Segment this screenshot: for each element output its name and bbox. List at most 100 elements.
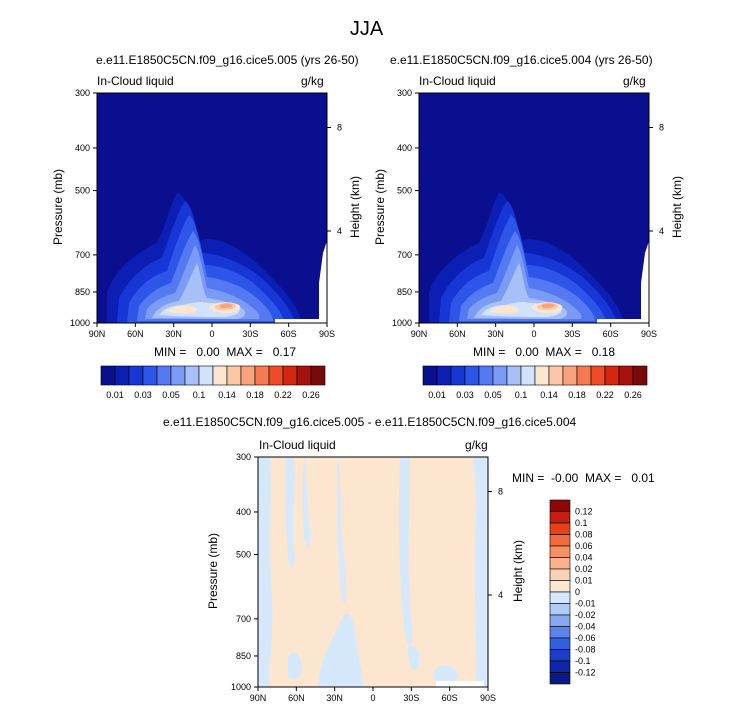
colorbar-label: 0.18 — [568, 390, 586, 400]
panel-diff-variable-label: In-Cloud liquid — [259, 438, 336, 452]
contour-level-7 — [167, 305, 197, 314]
panel-004-xtick-label: 30S — [564, 329, 580, 339]
colorbar-box — [422, 365, 438, 386]
colorbar-label: 0.12 — [575, 507, 593, 517]
colorbar-label: 0.1 — [575, 518, 588, 528]
colorbar-box — [226, 365, 242, 386]
colorbar-box — [142, 365, 158, 386]
panel-diff-ytick-label: 500 — [236, 550, 251, 560]
colorbar-panel-004: 0.01 0.03 0.05 0.1 0.14 0.18 0.22 0.26 — [422, 365, 648, 400]
panel-004-xtick-label: 60N — [449, 329, 466, 339]
diff-negative-region-9 — [434, 665, 458, 683]
panel-diff-units-label: g/kg — [465, 438, 488, 452]
colorbar-box — [450, 365, 466, 386]
colorbar-box — [549, 511, 571, 524]
panel-004-variable-label: In-Cloud liquid — [419, 74, 496, 88]
contour-level-7 — [489, 305, 519, 314]
panel-004-xtick-label: 90S — [641, 329, 657, 339]
colorbar-label: 0.26 — [302, 390, 320, 400]
panel-005-xtick-label: 60N — [127, 329, 144, 339]
panel-005-variable-label: In-Cloud liquid — [97, 74, 174, 88]
diff-negative-region-7 — [408, 646, 420, 671]
colorbar-label: -0.01 — [575, 599, 596, 609]
colorbar-box — [549, 534, 571, 547]
panel-005-minmax: MIN = 0.00 MAX = 0.17 — [154, 345, 297, 359]
panel-005-ytick-label: 700 — [75, 250, 90, 260]
panel-diff-xtick-label: 90S — [480, 693, 496, 703]
contour-level-4 — [145, 245, 260, 319]
colorbar-label: -0.02 — [575, 610, 596, 620]
colorbar-box — [464, 365, 480, 386]
colorbar-label: 0 — [575, 587, 580, 597]
colorbar-box — [184, 365, 200, 386]
panel-005-xtick-label: 90S — [319, 329, 335, 339]
colorbar-box — [549, 672, 571, 685]
colorbar-box — [549, 522, 571, 535]
colorbar-box — [296, 365, 312, 386]
diff-background — [258, 457, 488, 687]
colorbar-box — [156, 365, 172, 386]
panel-diff-xtick-label: 0 — [370, 693, 375, 703]
colorbar-label: 0.01 — [106, 390, 124, 400]
panel-diff-xtick-label: 30S — [403, 693, 419, 703]
colorbar-label: 0.1 — [193, 390, 206, 400]
colorbar-box — [549, 568, 571, 581]
colorbar-label: -0.12 — [575, 668, 596, 678]
colorbar-box — [520, 365, 536, 386]
panel-004-title: e.e11.E1850C5CN.f09_g16.cice5.004 (yrs 2… — [390, 53, 653, 67]
colorbar-label: 0.01 — [575, 576, 593, 586]
contour-level-10 — [541, 303, 555, 308]
colorbar-label: -0.1 — [575, 656, 591, 666]
colorbar-label: 0.14 — [540, 390, 558, 400]
colorbar-label: 0.01 — [428, 390, 446, 400]
axes-group: 90N 60N 30N 0 30S 60S 90S300400500700850100084… — [70, 88, 664, 703]
missing-data-region — [275, 241, 327, 323]
panel-005-y2tick-label: 8 — [337, 123, 342, 133]
panel-004-xtick-label: 90N — [411, 329, 428, 339]
colorbar-box — [576, 365, 592, 386]
contour-level-10 — [219, 303, 233, 308]
colorbar-box — [436, 365, 452, 386]
panel-diff-xtick-label: 90N — [250, 693, 267, 703]
diff-negative-region-5 — [318, 613, 364, 687]
panel-005-ytick-label: 500 — [75, 186, 90, 196]
colorbar-label: 0.26 — [624, 390, 642, 400]
colorbar-box — [549, 499, 571, 512]
diff-negative-region-6 — [288, 652, 302, 680]
colorbar-label: 0.05 — [162, 390, 180, 400]
panel-diff-ytick-label: 700 — [236, 614, 251, 624]
panel-005-xtick-label: 30S — [242, 329, 258, 339]
colorbar-label: -0.08 — [575, 645, 596, 655]
panel-diff-y2tick-label: 4 — [498, 590, 503, 600]
panel-diff-minmax: MIN = -0.00 MAX = 0.01 — [512, 471, 655, 485]
panel-004-ytick-label: 700 — [397, 250, 412, 260]
panel-004-ytick-label: 300 — [397, 88, 412, 98]
colorbar-label: 0.02 — [575, 564, 593, 574]
colorbar-box — [240, 365, 256, 386]
diff-negative-region-1 — [285, 457, 295, 568]
colorbar-label: 0.04 — [575, 553, 593, 563]
panel-005-y2tick-label: 4 — [337, 226, 342, 236]
panel-004-ytick-label: 850 — [397, 287, 412, 297]
panel-004-xtick-label: 0 — [531, 329, 536, 339]
missing-data-region — [597, 241, 649, 323]
panel-diff-ytick-label: 300 — [236, 452, 251, 462]
diff-negative-region-4 — [398, 457, 413, 646]
panel-005-xtick-label: 60S — [281, 329, 297, 339]
panel-005-contour-field — [97, 93, 327, 323]
panel-005-ytick-label: 850 — [75, 287, 90, 297]
colorbar-box — [549, 614, 571, 627]
colorbar-box — [100, 365, 116, 386]
panel-004-ytick-label: 500 — [397, 186, 412, 196]
colorbar-box — [534, 365, 550, 386]
colorbar-box — [282, 365, 298, 386]
panel-004-xtick-label: 60S — [603, 329, 619, 339]
panel-004-ytick-label: 400 — [397, 143, 412, 153]
colorbar-box — [549, 557, 571, 570]
colorbar-label: -0.04 — [575, 622, 596, 632]
colorbar-box — [549, 603, 571, 616]
panel-diff-xtick-label: 60N — [288, 693, 305, 703]
panel-004-ytick-label: 1000 — [392, 318, 412, 328]
colorbar-label: 0.05 — [484, 390, 502, 400]
colorbar-box — [254, 365, 270, 386]
